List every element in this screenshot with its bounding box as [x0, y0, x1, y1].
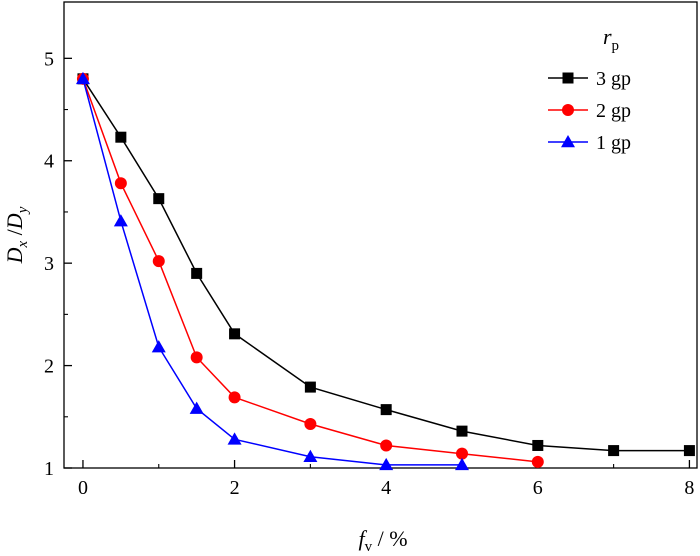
data-point: [380, 404, 392, 416]
data-point: [380, 439, 393, 452]
data-point: [304, 417, 317, 430]
data-point: [113, 214, 128, 227]
y-tick-label: 1: [44, 458, 54, 480]
series-2: [75, 71, 469, 471]
data-point: [608, 445, 620, 457]
legend-title: rp: [603, 24, 619, 54]
series-line: [82, 78, 462, 466]
data-point: [456, 425, 468, 437]
legend: rp 3 gp 2 gp 1 gp: [548, 24, 631, 154]
legend-label: 3 gp: [596, 68, 631, 90]
data-point: [379, 457, 394, 471]
series-0: [77, 73, 695, 457]
data-point: [114, 177, 127, 190]
series-1: [76, 72, 544, 468]
y-axis-title: Dx /Dy: [2, 206, 31, 264]
data-point: [531, 455, 544, 468]
y-tick-label: 4: [44, 151, 54, 173]
data-point: [227, 432, 242, 445]
y-tick-label: 3: [44, 253, 54, 275]
data-point: [152, 255, 165, 268]
data-point: [115, 131, 127, 143]
series-layer: [75, 71, 695, 471]
y-tick-label: 5: [44, 48, 54, 70]
axis-ticks: 0 2 4 6 8 1 2 3 4 5: [44, 48, 694, 499]
x-tick-label: 2: [230, 477, 240, 499]
data-point: [190, 351, 203, 364]
data-point: [151, 340, 166, 353]
data-point: [683, 445, 695, 457]
legend-label: 1 gp: [596, 132, 631, 154]
data-point: [304, 381, 316, 393]
data-point: [455, 447, 468, 460]
legend-marker: [561, 135, 575, 148]
data-point: [228, 391, 241, 404]
legend-entry: 3 gp: [548, 68, 631, 90]
data-point: [303, 449, 318, 462]
y-tick-label: 2: [44, 356, 54, 378]
x-tick-label: 0: [78, 477, 88, 499]
data-point: [229, 328, 241, 340]
legend-entry: 1 gp: [548, 132, 631, 154]
data-point: [189, 401, 204, 414]
x-axis-title: fv / %: [358, 526, 407, 555]
series-line: [82, 78, 538, 463]
data-point: [191, 267, 203, 279]
data-point: [153, 193, 165, 205]
data-point: [454, 457, 469, 471]
legend-marker: [562, 104, 574, 116]
legend-marker: [562, 72, 574, 84]
x-tick-label: 4: [381, 477, 391, 499]
x-tick-label: 6: [533, 477, 543, 499]
legend-label: 2 gp: [596, 100, 631, 122]
legend-entry: 2 gp: [548, 100, 631, 122]
data-point: [75, 71, 90, 85]
data-point: [532, 439, 544, 451]
x-tick-label: 8: [684, 477, 694, 499]
